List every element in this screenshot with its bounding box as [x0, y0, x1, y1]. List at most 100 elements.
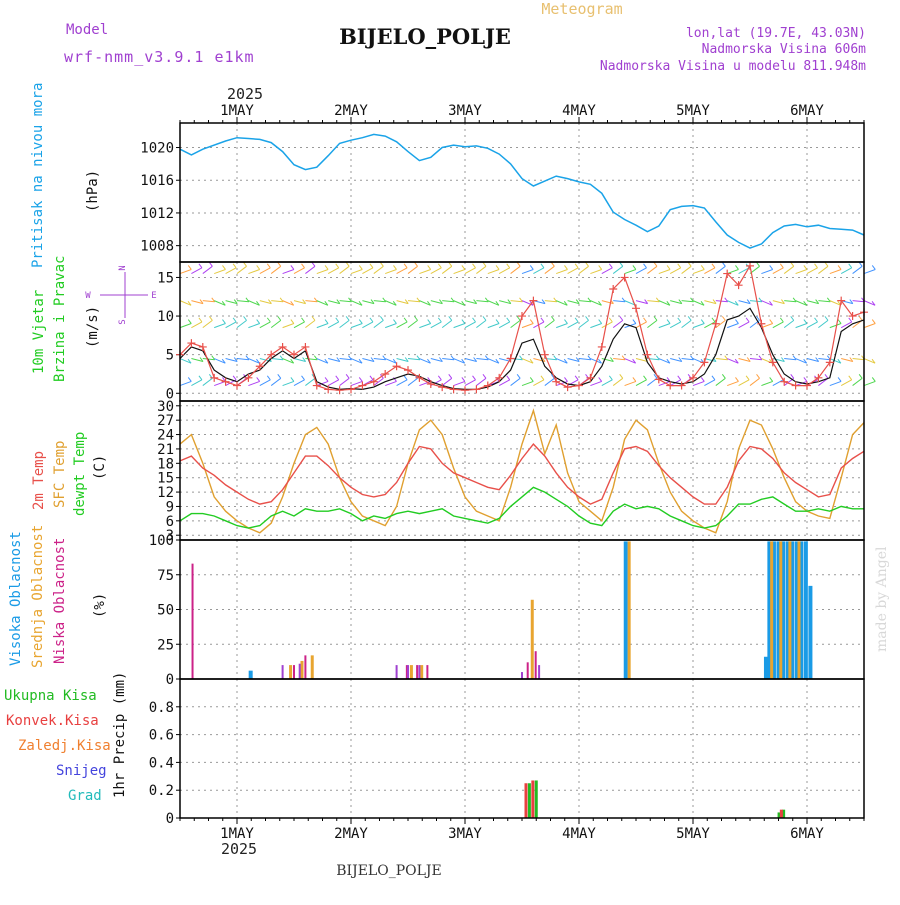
wind-barb-tip — [392, 300, 397, 306]
wind-barb — [305, 265, 316, 274]
wind-barb-tip — [803, 319, 808, 324]
chart-subtitle: Meteogram — [541, 0, 622, 18]
xtick-label-bottom: 1MAY — [220, 826, 254, 842]
wind-barb — [202, 358, 215, 361]
wind-gust-marker — [723, 269, 732, 278]
wind-gust-marker — [689, 373, 697, 382]
wind-gust-marker — [449, 385, 458, 394]
wind-barb — [852, 265, 863, 274]
wind-barb-tip — [187, 265, 192, 270]
wind-barb — [601, 267, 613, 275]
wind-barb — [453, 323, 466, 329]
wind-barb-tip — [256, 300, 260, 306]
wind-barb-tip — [256, 358, 260, 364]
wind-barb-tip — [734, 300, 739, 306]
wind-barb — [761, 323, 773, 329]
wind-barb-tip — [427, 265, 432, 270]
cloud-bar-high — [808, 585, 813, 679]
compass-n-label: N — [118, 265, 128, 270]
wind-barb — [339, 265, 350, 274]
wind-barb-tip — [243, 262, 247, 267]
wind-barb — [225, 267, 237, 275]
wind-barb-tip — [427, 300, 431, 306]
wind-barb-tip — [370, 299, 375, 304]
wind-barb — [715, 358, 728, 361]
wind-barb-tip — [256, 265, 261, 270]
wind-barb — [293, 300, 306, 305]
wind-barb-tip — [564, 265, 568, 270]
wind-barb-tip — [302, 357, 307, 362]
cloud-ytick-label: 75 — [157, 568, 174, 584]
precip-unit: 1hr Precip (mm) — [112, 672, 128, 798]
wind-barb-tip — [711, 317, 716, 323]
wind-barb — [567, 358, 580, 362]
wind-barb — [647, 319, 658, 329]
wind-barb — [521, 380, 534, 387]
pressure-panel: 1008 1012 1016 1020 — [140, 123, 865, 262]
cloud-bar-high — [794, 541, 799, 679]
wind-barb — [214, 358, 226, 364]
wind-barb — [248, 380, 260, 387]
cloud-bar-mid — [627, 541, 631, 679]
wind-barb — [761, 300, 773, 306]
wind-barb-tip — [277, 262, 282, 267]
wind-barb — [658, 323, 671, 329]
precip-ytick-label: 0.4 — [149, 755, 174, 771]
wind-barb — [692, 323, 705, 329]
wind-barb-tip — [574, 263, 579, 269]
wind-gust-marker — [472, 385, 481, 394]
cloud-bar-high — [776, 541, 781, 679]
wind-barb — [441, 265, 453, 274]
wind-barb-tip — [393, 319, 397, 324]
wind-gust-marker — [301, 342, 310, 351]
wind-barb — [829, 268, 842, 275]
wind-barb — [544, 377, 555, 386]
wind-barb — [385, 268, 397, 275]
wind-barb-tip — [324, 377, 329, 382]
wind-ytick-label: 15 — [157, 270, 174, 286]
wind-barb-tip — [461, 358, 466, 364]
wind-barb-tip — [598, 265, 603, 270]
wind-barb — [681, 265, 692, 274]
wind-barb-tip — [608, 317, 613, 323]
wind-barb — [362, 267, 374, 275]
wind-barb — [362, 358, 375, 362]
wind-barb — [350, 268, 363, 275]
wind-barb — [236, 300, 249, 303]
wind-barb — [590, 380, 602, 387]
wind-barb — [556, 358, 568, 364]
altitude-label: Nadmorska Visina 606m — [702, 42, 867, 57]
wind-barb-tip — [871, 319, 876, 324]
wind-barb-tip — [222, 377, 226, 382]
wind-barb-tip — [790, 373, 795, 379]
pressure-unit: (hPa) — [85, 170, 101, 212]
wind-barb-tip — [369, 317, 374, 323]
wind-barb-tip — [369, 375, 374, 381]
cloud-label-1: Visoka Oblacnost — [8, 531, 24, 666]
wind-barb — [419, 380, 431, 387]
wind-gust-marker — [654, 375, 663, 384]
wind-gust-marker — [221, 377, 230, 386]
wind-barb-tip — [507, 299, 512, 304]
wind-barb — [248, 268, 260, 275]
cloud-bar-low — [526, 662, 529, 679]
wind-barb-tip — [632, 358, 637, 364]
temp-ytick-label: 3 — [166, 528, 174, 544]
wind-barb — [556, 268, 568, 275]
wind-barb — [487, 358, 500, 364]
wind-barb-tip — [779, 263, 784, 269]
cloud-bar-mid — [788, 541, 792, 679]
wind-barb-tip — [437, 263, 442, 269]
wind-gust-marker — [791, 381, 800, 390]
wind-barb — [818, 300, 831, 303]
wind-barb — [863, 380, 876, 387]
wind-barb-tip — [643, 263, 647, 269]
wind-barb-tip — [564, 377, 568, 382]
wind-barb-tip — [243, 316, 247, 321]
wind-gust-marker — [563, 383, 572, 392]
wind-barb — [772, 379, 784, 386]
wind-barb-tip — [541, 357, 546, 362]
wind-barb — [647, 300, 660, 303]
cloud-bar-low — [405, 665, 408, 679]
